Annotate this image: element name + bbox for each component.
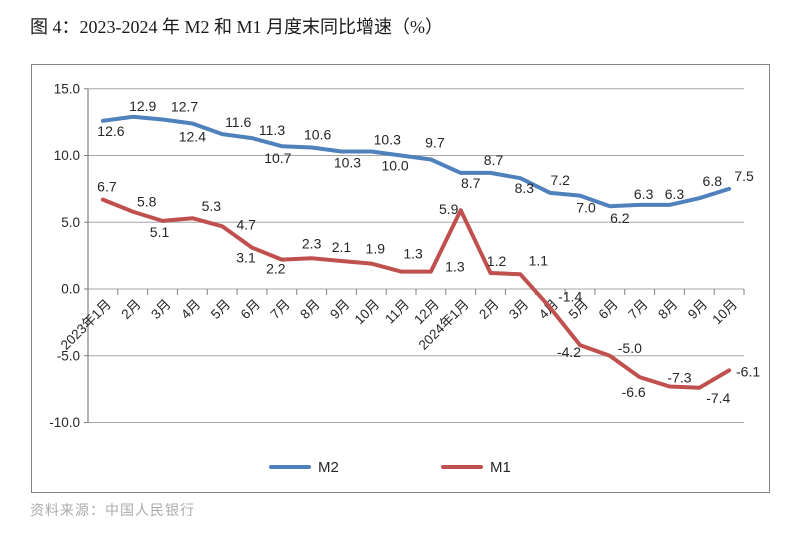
data-label-m2: 10.6 — [304, 126, 331, 142]
y-tick-label: -5.0 — [57, 348, 80, 363]
x-tick-label: 9月 — [327, 297, 352, 322]
x-tick-label: 11月 — [382, 297, 412, 327]
data-label-m2: 8.7 — [484, 152, 504, 168]
x-tick-label: 5月 — [208, 297, 233, 322]
x-tick-label: 7月 — [625, 297, 650, 322]
y-tick-label: -10.0 — [49, 415, 80, 430]
y-tick-label: 10.0 — [54, 148, 80, 163]
data-label-m2: 7.2 — [550, 172, 570, 188]
data-label-m2: 11.3 — [259, 122, 285, 138]
data-label-m1: 5.8 — [137, 194, 157, 210]
data-label-m1: -6.1 — [736, 363, 760, 379]
data-label-m2: 11.6 — [225, 114, 251, 130]
data-label-m1: -1.4 — [558, 289, 582, 305]
m1-line-swatch — [441, 465, 483, 469]
y-tick-label: 15.0 — [54, 81, 80, 96]
data-label-m2: 10.3 — [374, 131, 401, 147]
data-label-m2: 8.7 — [461, 175, 481, 191]
x-tick-label: 3月 — [506, 297, 531, 322]
legend-label-m2: M2 — [318, 458, 339, 476]
data-label-m2: 10.3 — [334, 154, 361, 170]
y-tick-label: 5.0 — [61, 215, 80, 230]
data-label-m2: 7.0 — [576, 200, 596, 216]
x-tick-label: 7月 — [267, 297, 292, 322]
m2-line-swatch — [269, 465, 311, 469]
data-label-m1: 2.3 — [302, 235, 322, 251]
data-label-m1: 1.1 — [529, 252, 549, 268]
x-tick-label: 3月 — [148, 297, 173, 322]
data-label-m1: 5.1 — [150, 224, 170, 240]
x-tick-label: 2月 — [118, 297, 143, 322]
m2-line — [100, 114, 732, 209]
data-label-m2: 6.3 — [634, 186, 654, 202]
data-label-m1: -5.0 — [618, 340, 642, 356]
figure-title: 图 4：2023-2024 年 M2 和 M1 月度末同比增速（%） — [30, 17, 443, 37]
x-tick-label: 10月 — [352, 297, 383, 328]
data-label-m1: 1.3 — [445, 259, 465, 275]
data-label-m2: 12.4 — [179, 128, 206, 144]
data-label-m2: 12.9 — [129, 98, 156, 114]
data-label-m1: 3.1 — [236, 250, 256, 266]
legend-item-m1: M1 — [441, 457, 511, 477]
x-tick-label: 8月 — [655, 297, 680, 322]
x-tick-label: 4月 — [178, 297, 203, 322]
x-tick-label: 10月 — [709, 297, 740, 328]
data-label-m1: -7.3 — [667, 369, 691, 385]
data-label-m2: 8.3 — [515, 180, 535, 196]
data-label-m1: 1.3 — [403, 246, 423, 262]
x-tick-label: 2月 — [476, 297, 501, 322]
y-tick-label: 0.0 — [61, 282, 80, 297]
data-label-m2: 10.7 — [264, 150, 291, 166]
data-label-m1: -4.2 — [557, 344, 581, 360]
x-tick-label: 2023年1月 — [58, 297, 114, 353]
data-label-m1: -6.6 — [622, 384, 646, 400]
data-label-m2: 9.7 — [425, 135, 445, 151]
data-label-m2: 12.6 — [97, 123, 124, 139]
x-tick-label: 8月 — [297, 297, 322, 322]
m1-line — [100, 197, 732, 390]
data-label-m2: 6.3 — [665, 186, 685, 202]
x-tick-label: 6月 — [238, 297, 263, 322]
data-label-m1: 1.2 — [487, 253, 507, 269]
data-label-m1: 1.9 — [366, 241, 386, 257]
data-label-m2: 12.7 — [171, 98, 198, 114]
data-label-m2: 6.8 — [703, 173, 723, 189]
data-label-m1: 2.2 — [266, 261, 286, 277]
data-label-m1: -7.4 — [706, 390, 730, 406]
chart-frame: 15.0 10.0 5.0 0.0 -5.0 -10.0 2023年1月 2月 3月 4月 5月 6月… — [31, 64, 770, 493]
legend-item-m2: M2 — [269, 457, 339, 477]
data-label-m1: 2.1 — [332, 239, 352, 255]
data-label-m1: 5.3 — [202, 198, 222, 214]
data-label-m2: 7.5 — [734, 168, 754, 184]
x-tick-label: 9月 — [685, 297, 710, 322]
data-label-m2: 10.0 — [381, 158, 408, 174]
source-note: 资料来源：中国人民银行 — [30, 504, 195, 519]
x-tick-label: 6月 — [595, 297, 620, 322]
data-label-m1: 5.9 — [439, 201, 459, 217]
chart-legend: M2 M1 — [32, 457, 769, 481]
legend-label-m1: M1 — [490, 458, 511, 476]
data-label-m2: 6.2 — [610, 210, 630, 226]
data-label-m1: 4.7 — [236, 216, 256, 232]
data-label-m1: 6.7 — [97, 179, 117, 195]
